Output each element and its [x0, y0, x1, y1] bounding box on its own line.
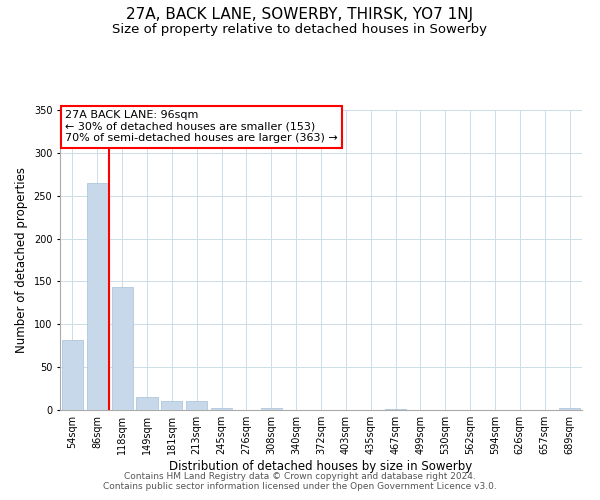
Text: 27A BACK LANE: 96sqm
← 30% of detached houses are smaller (153)
70% of semi-deta: 27A BACK LANE: 96sqm ← 30% of detached h…	[65, 110, 338, 143]
Bar	[385, 409, 406, 410]
Bar	[62, 340, 83, 410]
Y-axis label: Number of detached properties: Number of detached properties	[15, 167, 28, 353]
Text: Contains HM Land Registry data © Crown copyright and database right 2024.: Contains HM Land Registry data © Crown c…	[124, 472, 476, 481]
Bar	[211, 408, 232, 410]
Bar	[261, 408, 282, 410]
Bar	[112, 286, 133, 410]
X-axis label: Distribution of detached houses by size in Sowerby: Distribution of detached houses by size …	[169, 460, 473, 473]
Text: Contains public sector information licensed under the Open Government Licence v3: Contains public sector information licen…	[103, 482, 497, 491]
Bar	[559, 408, 580, 410]
Bar	[136, 397, 158, 410]
Bar	[87, 183, 108, 410]
Text: 27A, BACK LANE, SOWERBY, THIRSK, YO7 1NJ: 27A, BACK LANE, SOWERBY, THIRSK, YO7 1NJ	[127, 8, 473, 22]
Bar	[161, 402, 182, 410]
Bar	[186, 402, 207, 410]
Text: Size of property relative to detached houses in Sowerby: Size of property relative to detached ho…	[113, 22, 487, 36]
